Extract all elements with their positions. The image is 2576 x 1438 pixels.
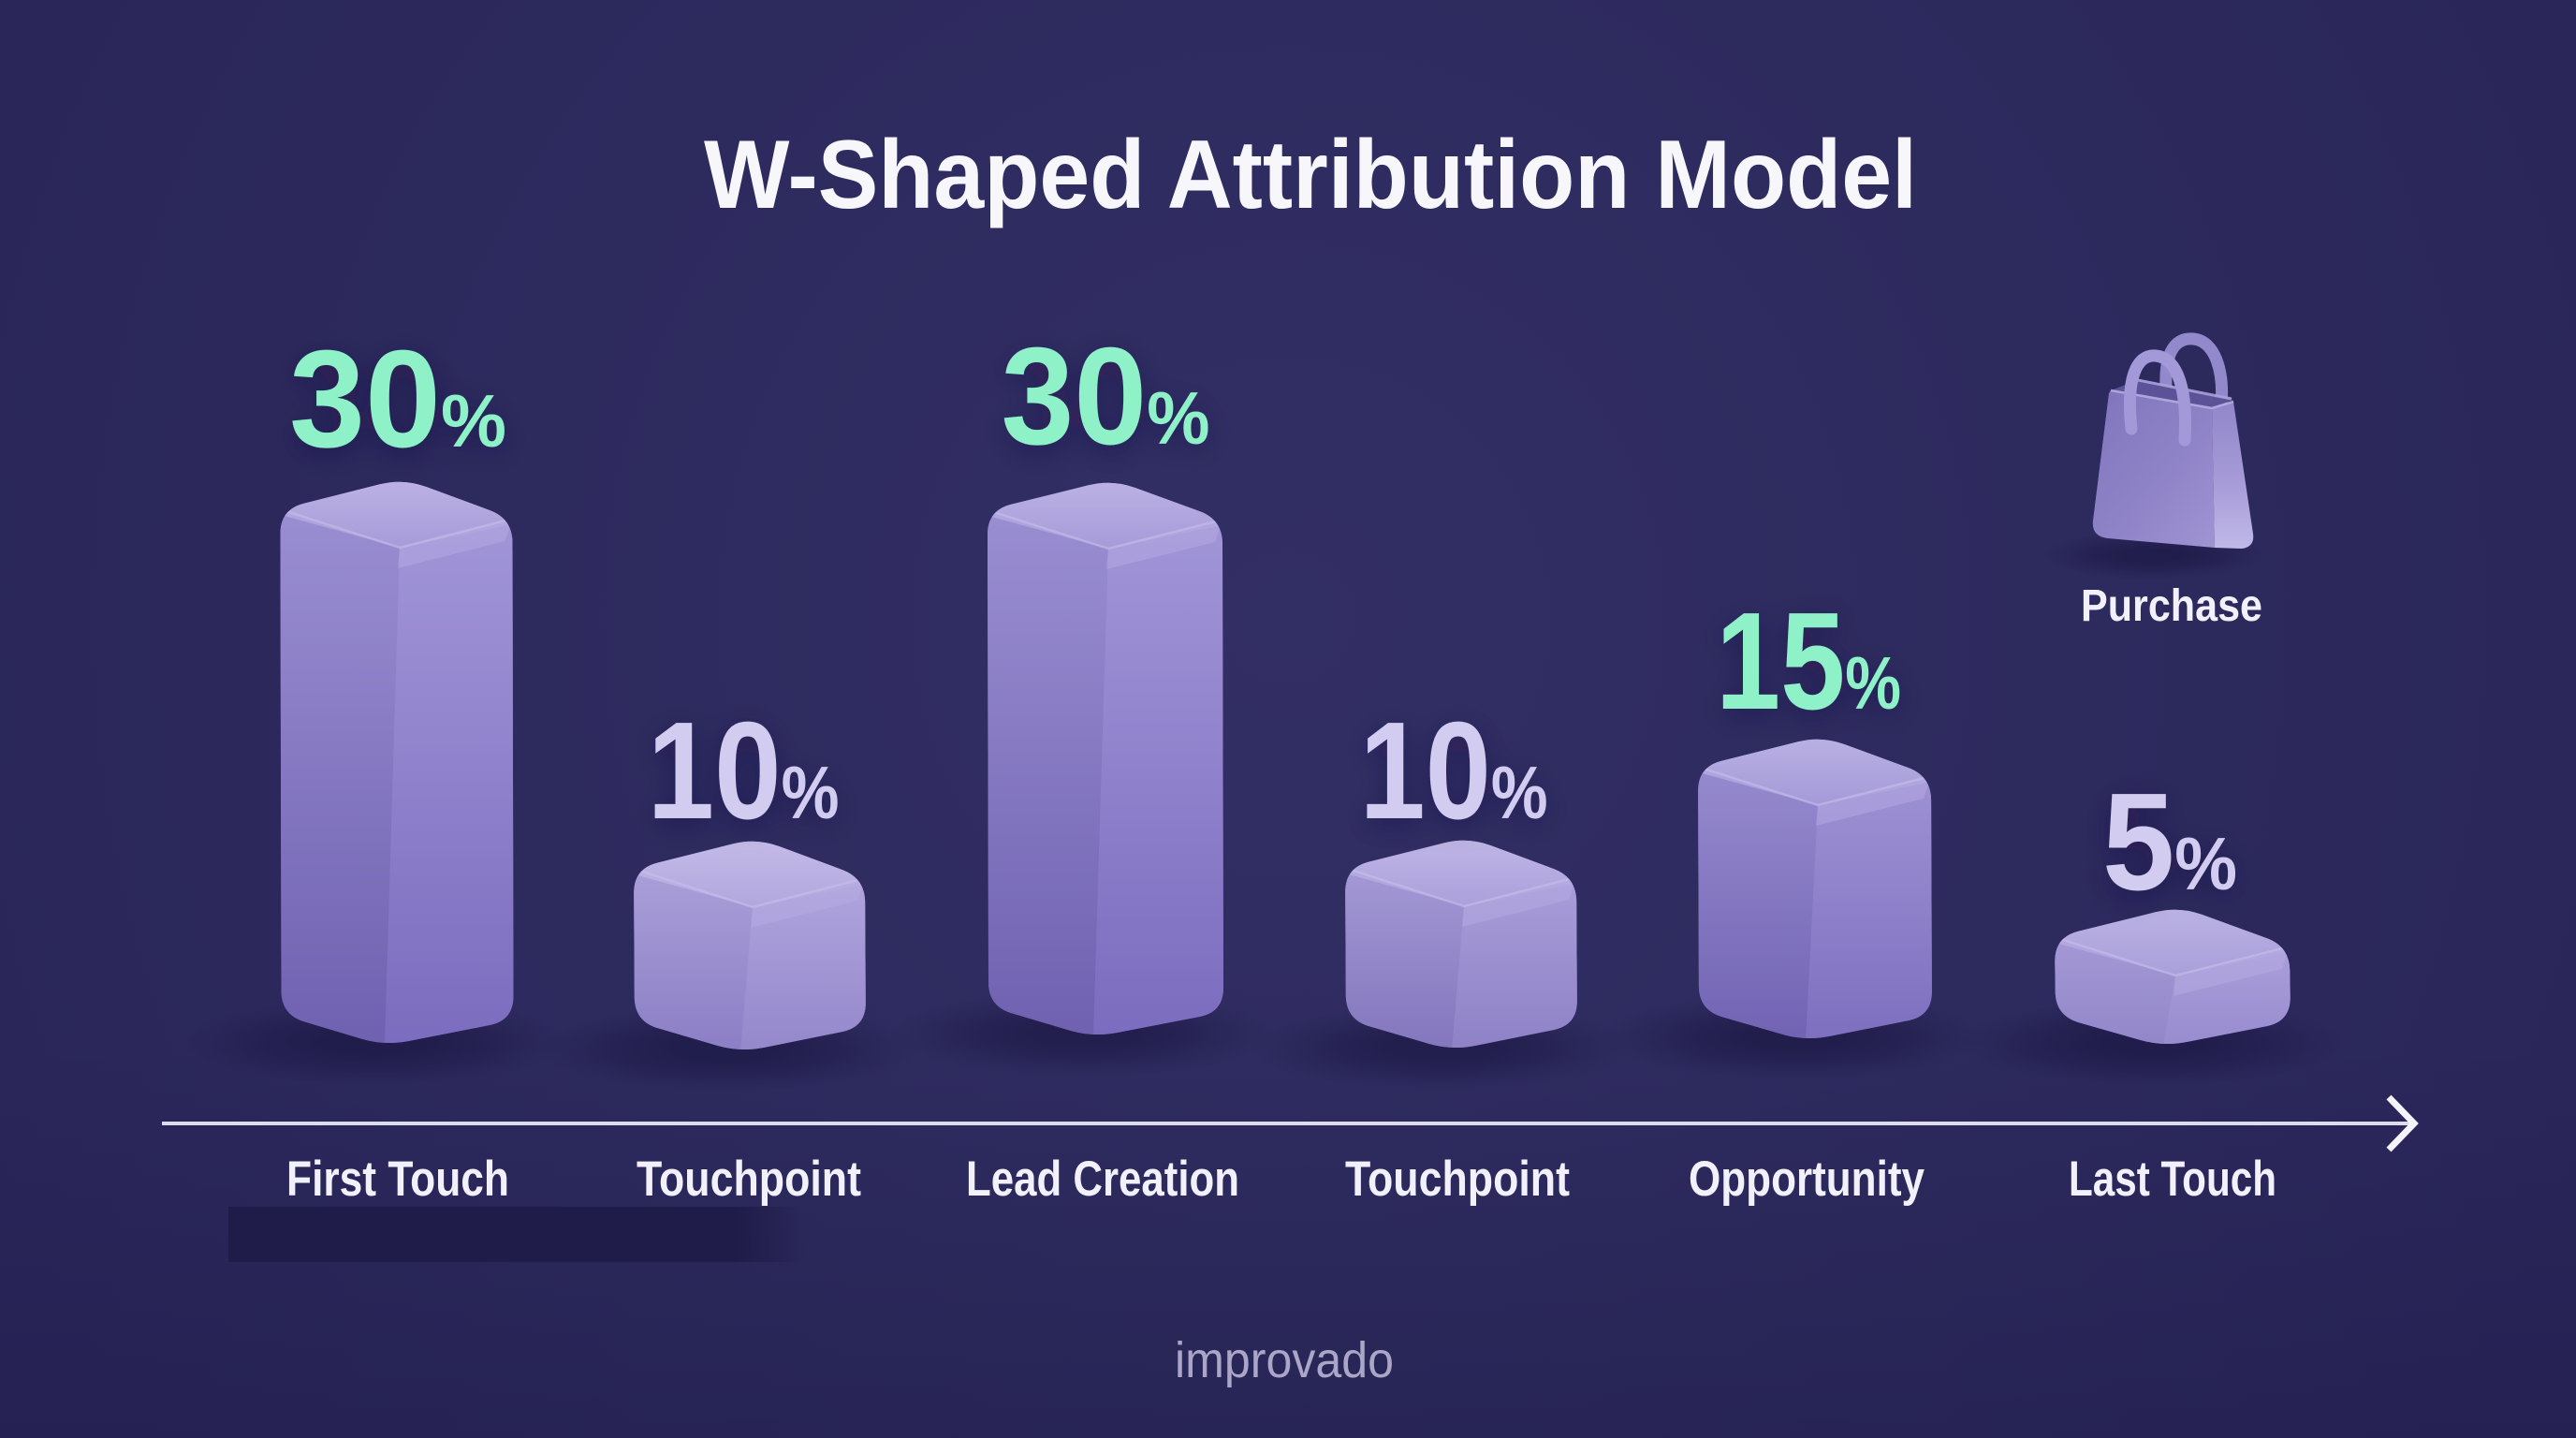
svg-text:Touchpoint: Touchpoint	[637, 1152, 861, 1207]
svg-text:Lead Creation: Lead Creation	[966, 1152, 1239, 1207]
svg-text:5%: 5%	[2102, 765, 2237, 919]
svg-text:Opportunity: Opportunity	[1689, 1152, 1925, 1207]
svg-text:Purchase: Purchase	[2081, 581, 2262, 631]
svg-text:Last Touch: Last Touch	[2069, 1152, 2276, 1207]
svg-text:W-Shaped Attribution Model: W-Shaped Attribution Model	[704, 121, 1917, 229]
svg-text:10%: 10%	[648, 694, 840, 848]
svg-text:Touchpoint: Touchpoint	[1345, 1152, 1570, 1207]
svg-text:improvado: improvado	[1175, 1332, 1394, 1388]
svg-text:First Touch: First Touch	[286, 1152, 509, 1207]
svg-text:30%: 30%	[289, 322, 506, 477]
svg-text:10%: 10%	[1360, 694, 1548, 848]
svg-text:30%: 30%	[1002, 319, 1210, 474]
svg-text:15%: 15%	[1716, 584, 1901, 739]
